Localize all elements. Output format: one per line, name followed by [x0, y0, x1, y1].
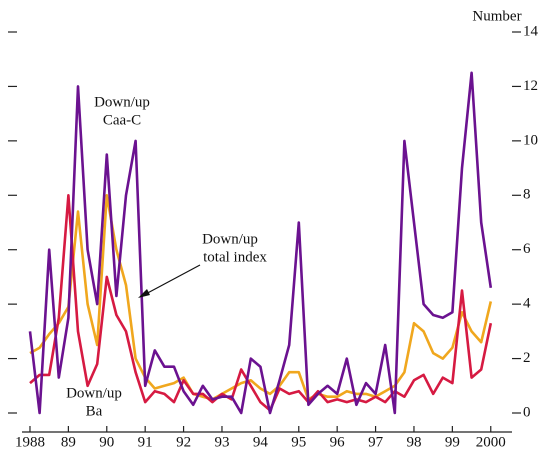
x-tick-label: 97: [368, 434, 384, 450]
x-tick-label: 90: [99, 434, 114, 450]
annotation: Down/up: [94, 94, 150, 110]
y-tick-label: 4: [523, 296, 531, 312]
annotation: Down/up: [202, 231, 258, 247]
y-axis-label: Number: [472, 8, 521, 24]
y-tick-label: 2: [523, 350, 531, 366]
y-tick-label: 6: [523, 241, 531, 257]
y-tick-label: 0: [523, 404, 531, 420]
annotation: Ba: [86, 403, 103, 419]
y-tick-label: 10: [523, 132, 538, 148]
x-tick-label: 89: [61, 434, 76, 450]
x-tick-label: 94: [253, 434, 269, 450]
y-tick-label: 8: [523, 187, 531, 203]
annotation-arrow: [141, 264, 201, 297]
x-tick-label: 92: [176, 434, 191, 450]
x-tick-label: 2000: [476, 434, 506, 450]
annotation-arrowhead: [138, 289, 150, 298]
x-tick-label: 99: [445, 434, 460, 450]
y-tick-label: 14: [523, 23, 539, 39]
x-tick-label: 93: [214, 434, 229, 450]
annotation: Caa-C: [103, 112, 141, 128]
series-line: [28, 71, 493, 415]
x-tick-label: 95: [291, 434, 306, 450]
series-line: [29, 194, 493, 412]
x-tick-label: 1988: [15, 434, 45, 450]
x-tick-label: 98: [406, 434, 421, 450]
annotation: total index: [203, 249, 267, 265]
x-tick-label: 91: [138, 434, 153, 450]
annotation: Down/up: [66, 385, 122, 401]
y-tick-label: 12: [523, 78, 538, 94]
series-line: [29, 194, 493, 401]
x-tick-label: 96: [330, 434, 346, 450]
